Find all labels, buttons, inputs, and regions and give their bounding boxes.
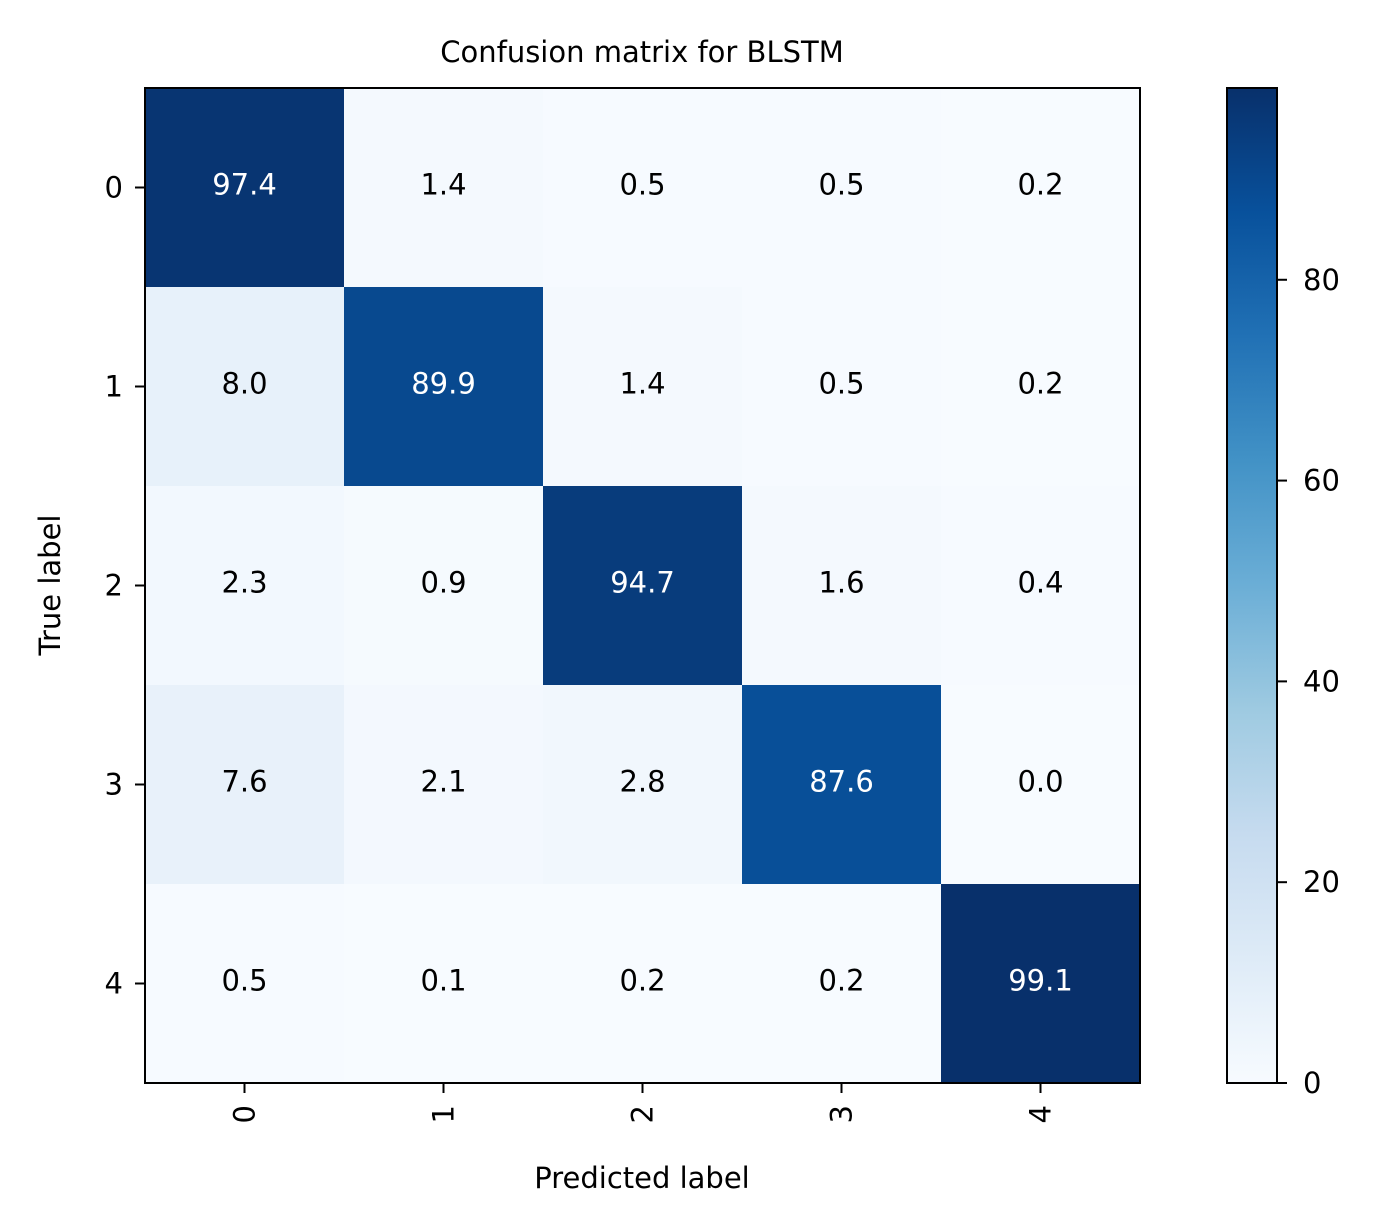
cell-value-label: 0.5 xyxy=(818,367,864,401)
y-tick-label: 1 xyxy=(105,370,123,404)
y-axis-ticks: 0 1 2 3 4 xyxy=(105,171,145,1001)
cell-value-label: 0.1 xyxy=(420,964,466,998)
chart-title: Confusion matrix for BLSTM xyxy=(440,35,844,69)
x-tick-label: 2 xyxy=(626,1105,660,1123)
cell-value-label: 0.2 xyxy=(1017,367,1063,401)
heatmap-cell xyxy=(145,685,345,885)
heatmap-cell xyxy=(145,884,345,1084)
x-tick-label: 3 xyxy=(825,1105,859,1123)
cell-value-label: 0.5 xyxy=(619,168,665,202)
heatmap-cell xyxy=(344,884,544,1084)
heatmap-cell xyxy=(543,884,743,1084)
cell-value-label: 0.0 xyxy=(1017,765,1063,799)
cell-value-label: 2.3 xyxy=(221,566,267,600)
heatmap-value-labels: 97.4 1.4 0.5 0.5 0.2 8.0 89.9 1.4 0.5 0.2 2.3 0.9 94… xyxy=(212,168,1073,998)
cell-value-label: 94.7 xyxy=(610,566,675,600)
heatmap-cell xyxy=(742,486,942,686)
cell-value-label: 1.4 xyxy=(619,367,665,401)
heatmap-cell xyxy=(941,486,1141,686)
heatmap-cell xyxy=(543,88,743,288)
colorbar-gradient xyxy=(1227,88,1277,1083)
heatmap-cell xyxy=(941,884,1141,1084)
heatmap-cell xyxy=(742,287,942,487)
cell-value-label: 0.9 xyxy=(420,566,466,600)
colorbar-ticks: 0 20 40 60 80 xyxy=(1277,263,1340,1100)
heatmap-cell xyxy=(344,88,544,288)
heatmap-cell xyxy=(941,287,1141,487)
cell-value-label: 1.6 xyxy=(818,566,864,600)
heatmap-cells xyxy=(145,88,1141,1084)
x-axis-label: Predicted label xyxy=(534,1161,750,1195)
y-tick-label: 0 xyxy=(105,171,123,205)
colorbar-frame xyxy=(1226,87,1278,1084)
heatmap-cell xyxy=(742,884,942,1084)
y-tick-label: 3 xyxy=(105,768,123,802)
heatmap-cell xyxy=(742,685,942,885)
cell-value-label: 97.4 xyxy=(212,168,277,202)
heatmap-cell xyxy=(941,88,1141,288)
cell-value-label: 0.2 xyxy=(818,964,864,998)
cell-value-label: 87.6 xyxy=(809,765,874,799)
heatmap-cell xyxy=(543,486,743,686)
cell-value-label: 7.6 xyxy=(221,765,267,799)
heatmap-cell xyxy=(742,88,942,288)
cell-value-label: 1.4 xyxy=(420,168,466,202)
cell-value-label: 0.4 xyxy=(1017,566,1063,600)
heatmap-cell xyxy=(941,685,1141,885)
x-tick-label: 1 xyxy=(427,1105,461,1123)
heatmap-cell xyxy=(344,486,544,686)
cell-value-label: 0.5 xyxy=(818,168,864,202)
heatmap-cell xyxy=(145,287,345,487)
colorbar-tick-label: 80 xyxy=(1303,263,1340,297)
y-axis-label: True label xyxy=(33,515,67,657)
cell-value-label: 8.0 xyxy=(221,367,267,401)
colorbar-tick-label: 40 xyxy=(1303,664,1340,698)
cell-value-label: 0.2 xyxy=(619,964,665,998)
colorbar-tick-label: 60 xyxy=(1303,464,1340,498)
heatmap-cell xyxy=(543,287,743,487)
cell-value-label: 99.1 xyxy=(1008,964,1073,998)
heatmap-cell xyxy=(344,287,544,487)
y-tick-label: 4 xyxy=(105,967,123,1001)
cell-value-label: 2.8 xyxy=(619,765,665,799)
y-tick-label: 2 xyxy=(105,569,123,603)
heatmap-cell xyxy=(543,685,743,885)
cell-value-label: 0.5 xyxy=(221,964,267,998)
colorbar-tick-label: 20 xyxy=(1303,865,1340,899)
cell-value-label: 0.2 xyxy=(1017,168,1063,202)
heatmap-cell xyxy=(344,685,544,885)
x-axis-ticks: 0 1 2 3 4 xyxy=(228,1083,1058,1123)
cell-value-label: 2.1 xyxy=(420,765,466,799)
x-tick-label: 0 xyxy=(228,1105,262,1123)
cell-value-label: 89.9 xyxy=(411,367,476,401)
colorbar-tick-label: 0 xyxy=(1303,1066,1321,1100)
x-tick-label: 4 xyxy=(1024,1105,1058,1123)
heatmap-cell xyxy=(145,486,345,686)
heatmap-cell xyxy=(145,88,345,288)
